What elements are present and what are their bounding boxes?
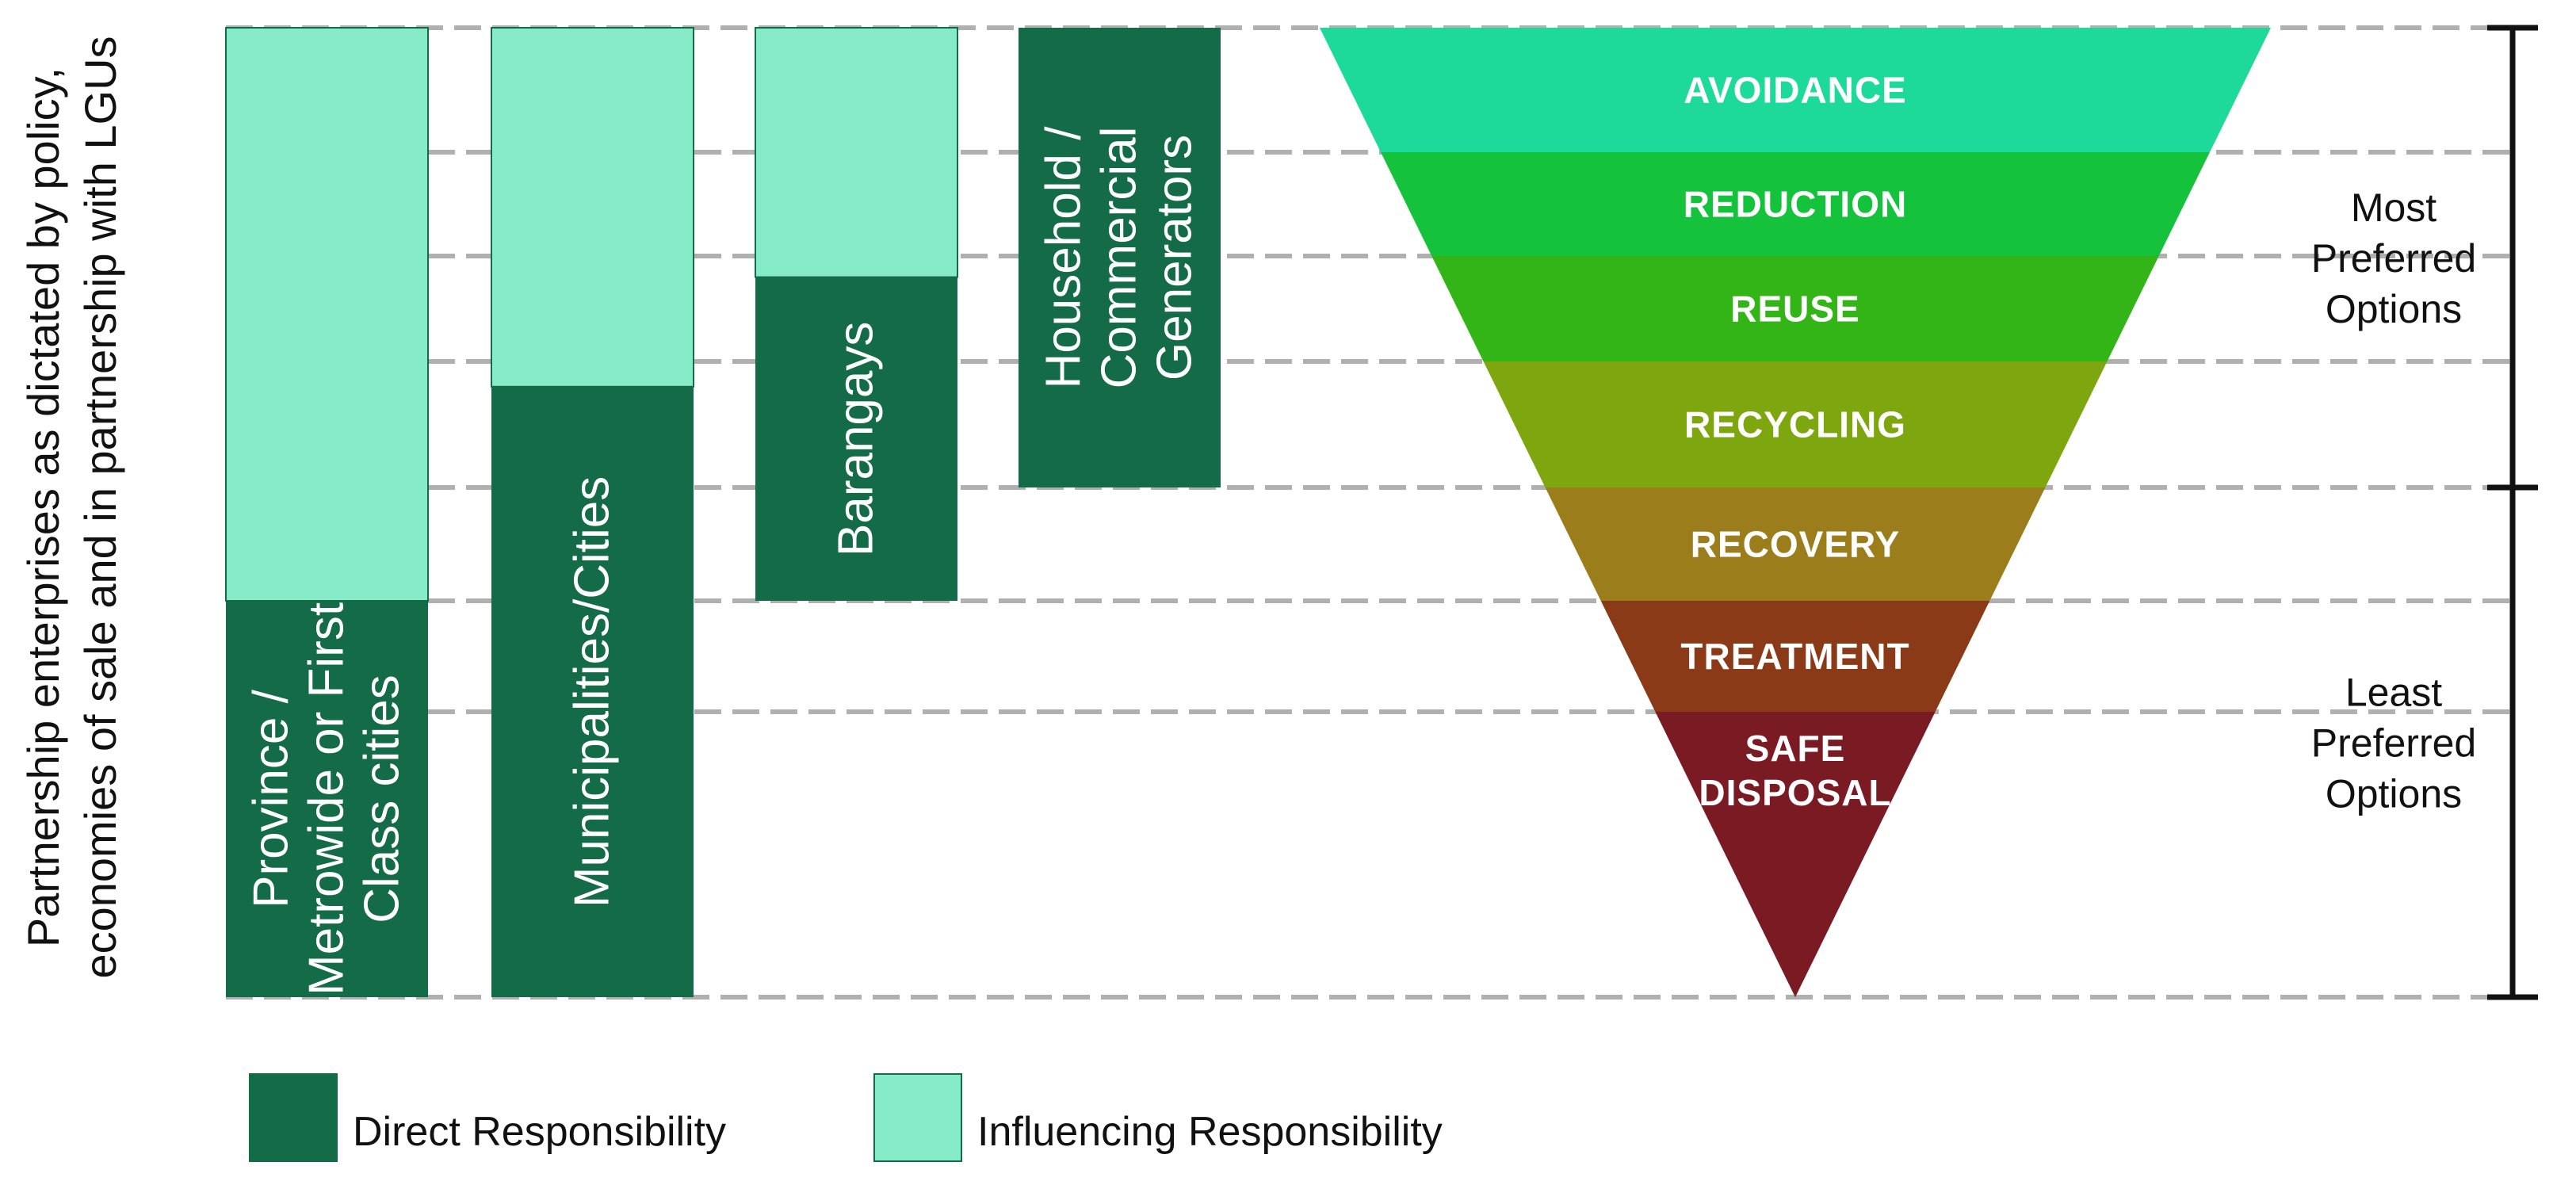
direct-responsibility-segment <box>755 277 957 601</box>
direct-responsibility-segment <box>491 386 694 997</box>
legend-label: Influencing Responsibility <box>977 1109 1443 1155</box>
hierarchy-level-label: RECOVERY <box>1691 524 1900 565</box>
hierarchy-level: RECYCLING <box>1483 361 2108 487</box>
legend: Direct Responsibility Influencing Respons… <box>249 1073 1443 1162</box>
legend-item: Direct Responsibility <box>249 1073 726 1162</box>
direct-responsibility-segment <box>226 601 428 997</box>
hierarchy-level-label-line: DISPOSAL <box>1699 772 1891 813</box>
influencing-responsibility-segment <box>755 27 958 278</box>
responsibility-bars: Province /Metrowide or FirstClass cities… <box>225 27 1221 997</box>
hierarchy-level-band <box>1431 256 2159 361</box>
legend-swatch <box>249 1073 338 1162</box>
side-label-text-line: economies of sale and in partnership wit… <box>75 36 125 978</box>
side-label-text: Partnership enterprises as dictated by p… <box>18 36 125 978</box>
column-label: Province /Metrowide or FirstClass cities <box>244 602 410 996</box>
hierarchy-level: REDUCTION <box>1381 152 2210 256</box>
column-label-line: Province / <box>244 689 299 908</box>
responsibility-column: Municipalities/Cities <box>491 27 694 997</box>
hierarchy-level-label-line: REDUCTION <box>1684 184 1907 225</box>
hierarchy-level-band <box>1320 28 2271 152</box>
hierarchy-level-label-line: AVOIDANCE <box>1684 70 1907 111</box>
hierarchy-level: SAFE DISPOSAL <box>1655 712 1936 997</box>
legend-item: Influencing Responsibility <box>873 1073 1443 1162</box>
hierarchy-level-band <box>1483 361 2108 487</box>
legend-label: Direct Responsibility <box>353 1109 726 1155</box>
hierarchy-level-label: TREATMENT <box>1680 636 1909 677</box>
responsibility-column: Household /CommercialGenerators <box>1019 28 1221 487</box>
hierarchy-level: TREATMENT <box>1600 601 1990 712</box>
hierarchy-level-label: REUSE <box>1730 289 1859 330</box>
column-label-line: Barangays <box>829 322 884 556</box>
preference-group-label: Least Preferred Options <box>2311 671 2476 816</box>
hierarchy-level-label-line: REUSE <box>1730 289 1859 330</box>
hierarchy-level-label: SAFE DISPOSAL <box>1699 728 1891 813</box>
preference-group-label: Most Preferred Options <box>2311 185 2476 331</box>
column-label: Municipalities/Cities <box>565 476 620 908</box>
hierarchy-level: REUSE <box>1431 256 2159 361</box>
preference-group-label-line: Options <box>2326 772 2462 816</box>
preference-group: Least Preferred Options <box>2311 484 2538 1000</box>
column-label-line: Household / <box>1037 126 1091 389</box>
hierarchy-level-band <box>1600 601 1990 712</box>
column-label-line: Generators <box>1148 135 1202 380</box>
hierarchy-level-band <box>1545 487 2046 601</box>
hierarchy-level-band <box>1655 712 1936 997</box>
legend-swatch <box>873 1073 962 1162</box>
responsibility-column: Province /Metrowide or FirstClass cities <box>225 27 429 997</box>
responsibility-column: Barangays <box>755 27 958 601</box>
influencing-responsibility-segment <box>225 27 429 602</box>
hierarchy-level-label-line: RECOVERY <box>1691 524 1900 565</box>
preference-group-label-line: Most <box>2351 185 2436 230</box>
preference-group: Most Preferred Options <box>2311 25 2538 491</box>
hierarchy-level-label: RECYCLING <box>1684 404 1906 445</box>
side-label: Partnership enterprises as dictated by p… <box>18 36 125 978</box>
hierarchy-level-label-line: SAFE <box>1745 728 1846 769</box>
hierarchy-level-band <box>1381 152 2210 256</box>
preference-brackets: Most Preferred Options Least Preferred Option… <box>2311 25 2538 1000</box>
hierarchy-level-label-line: RECYCLING <box>1684 404 1906 445</box>
waste-hierarchy-funnel: AVOIDANCE REDUCTION REUSE RECYCLING RECOVERY… <box>1320 28 2271 997</box>
column-label: Barangays <box>829 322 884 556</box>
hierarchy-level-label: REDUCTION <box>1684 184 1907 225</box>
hierarchy-level: RECOVERY <box>1545 487 2046 601</box>
hierarchy-level: AVOIDANCE <box>1320 28 2271 152</box>
column-label-line: Municipalities/Cities <box>565 476 620 908</box>
column-label-line: Commercial <box>1092 127 1147 389</box>
direct-responsibility-segment <box>1019 28 1221 487</box>
preference-group-label-line: Preferred <box>2311 236 2476 281</box>
hierarchy-level-label: AVOIDANCE <box>1684 70 1907 111</box>
column-label-line: Metrowide or First <box>300 602 354 996</box>
column-label: Household /CommercialGenerators <box>1037 126 1202 389</box>
preference-group-label-line: Options <box>2326 287 2462 331</box>
side-label-text-line: Partnership enterprises as dictated by p… <box>18 67 68 947</box>
preference-group-label-line: Preferred <box>2311 721 2476 766</box>
column-label-line: Class cities <box>355 675 410 923</box>
influencing-responsibility-segment <box>491 27 694 388</box>
preference-group-label-line: Least <box>2345 671 2442 715</box>
hierarchy-level-label-line: TREATMENT <box>1680 636 1909 677</box>
